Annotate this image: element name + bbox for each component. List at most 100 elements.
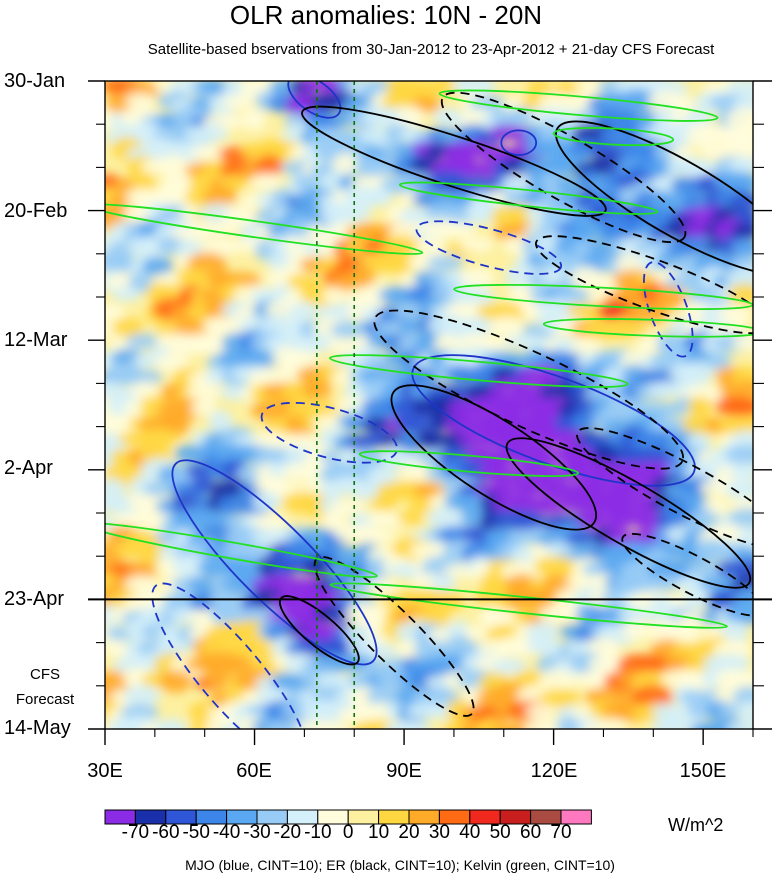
olr-cell [241, 107, 267, 131]
mjo-contour [415, 220, 563, 275]
colorbar-level-label: 50 [489, 822, 511, 843]
olr-cell [125, 93, 155, 108]
olr-cell [105, 303, 126, 322]
olr-cell [729, 670, 753, 688]
er-contour [555, 120, 753, 276]
olr-cell [138, 428, 180, 447]
olr-cell [730, 222, 753, 241]
olr-cell [732, 686, 753, 706]
colorbar-level-label: -40 [212, 822, 241, 843]
colorbar-swatch [560, 809, 592, 825]
kelvin-contour [438, 89, 719, 122]
olr-cell [525, 703, 556, 720]
olr-cell [222, 205, 255, 228]
olr-cell [124, 575, 158, 594]
olr-cell [427, 255, 465, 270]
olr-cell [203, 668, 235, 688]
olr-cell [330, 202, 371, 224]
olr-cell [571, 338, 602, 355]
colorbar [104, 809, 592, 825]
colorbar-level-label: -10 [304, 822, 332, 843]
olr-cell [365, 187, 394, 206]
olr-cell [366, 529, 396, 544]
olr-cell [555, 176, 585, 194]
er-contour [301, 105, 607, 217]
olr-cell [726, 107, 753, 131]
olr-cell [130, 381, 159, 398]
olr-cell [724, 479, 753, 500]
colorbar-level-label: -20 [273, 822, 302, 843]
olr-cell [322, 510, 347, 532]
olr-cell [190, 401, 216, 416]
olr-cell [399, 464, 431, 484]
contour-legend-note: MJO (blue, CINT=10); ER (black, CINT=10)… [185, 857, 615, 873]
olr-cell [222, 94, 254, 110]
olr-cell [396, 105, 425, 127]
y-tick-label: 2-Apr [4, 457, 53, 479]
olr-cell [725, 398, 753, 417]
mjo-contour [500, 129, 538, 156]
kelvin-contour [542, 318, 753, 338]
olr-cell [159, 670, 192, 693]
olr-cell [202, 188, 237, 207]
olr-cell [252, 492, 282, 511]
x-tick-label: 150E [679, 760, 727, 782]
olr-cell [322, 287, 347, 303]
olr-cell [302, 380, 332, 400]
olr-cell [725, 602, 753, 625]
colorbar-level-label: 20 [398, 822, 420, 843]
olr-cell [732, 334, 753, 352]
olr-cell [185, 125, 229, 143]
olr-cell [725, 444, 753, 465]
plot-axes [88, 80, 772, 745]
field-patches [105, 81, 753, 729]
olr-cell [733, 137, 753, 161]
olr-cell [728, 156, 753, 173]
olr-cell [433, 334, 460, 354]
olr-cell [310, 721, 351, 729]
olr-cell [682, 190, 716, 212]
olr-cell [706, 351, 732, 370]
olr-cell [398, 318, 423, 334]
forecast-label-line1: CFS [30, 666, 60, 683]
olr-cell [575, 81, 602, 94]
olr-cell [736, 415, 753, 432]
olr-cell [349, 271, 376, 287]
olr-cell [623, 305, 649, 323]
olr-cell [539, 491, 569, 516]
olr-cell [111, 317, 144, 338]
olr-cell [526, 621, 559, 645]
x-tick-label: 30E [87, 760, 123, 782]
olr-cell [221, 656, 257, 673]
olr-cell [605, 526, 632, 549]
olr-cell [155, 352, 191, 373]
mjo-contour [411, 354, 696, 487]
wave-contours [105, 81, 753, 729]
colorbar-level-label: -30 [243, 822, 271, 843]
olr-cell [414, 238, 446, 255]
olr-cell [489, 477, 524, 495]
olr-cell [128, 271, 154, 293]
olr-cell [120, 704, 159, 721]
kelvin-contour [329, 582, 728, 629]
olr-cell [680, 361, 715, 385]
kelvin-contour [105, 521, 378, 579]
y-tick-label: 12-Mar [4, 329, 68, 351]
olr-cell [583, 719, 628, 729]
olr-cell [221, 174, 248, 190]
olr-cell [380, 251, 415, 274]
olr-cell [153, 185, 198, 209]
olr-cell [447, 221, 476, 238]
olr-cell [199, 238, 244, 256]
er-contour [505, 437, 752, 589]
olr-cell [458, 236, 494, 253]
colorbar-level-label: 0 [342, 822, 354, 843]
colorbar-level-label: 30 [428, 822, 450, 843]
olr-cell [464, 287, 495, 309]
olr-cell [504, 430, 540, 454]
colorbar-level-label: 60 [520, 822, 542, 843]
olr-cell [428, 575, 457, 591]
olr-cell [726, 721, 753, 729]
olr-cell [459, 267, 496, 289]
olr-cell [141, 256, 174, 276]
